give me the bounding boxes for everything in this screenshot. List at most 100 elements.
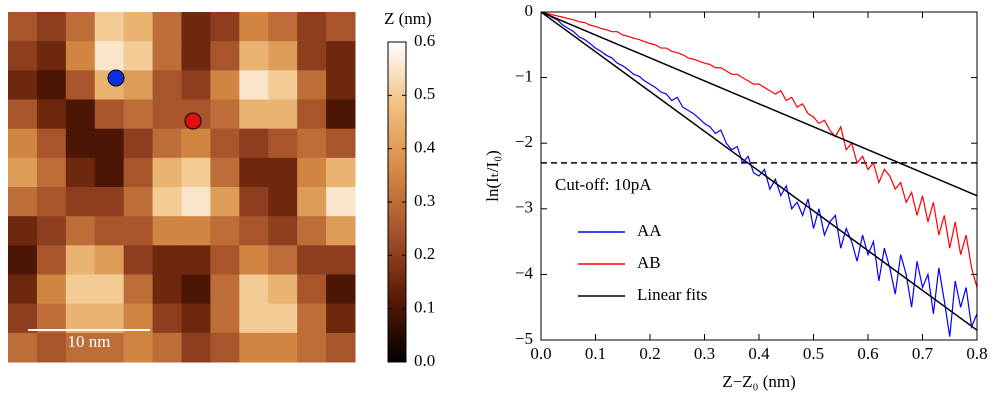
heat-cell: [152, 216, 182, 246]
heat-cell: [8, 303, 38, 334]
y-tick-label: −1: [515, 67, 533, 86]
heat-cell: [94, 41, 125, 71]
heat-cell: [297, 216, 327, 246]
scale-bar-label: 10 nm: [68, 332, 111, 351]
heat-cell: [8, 70, 38, 100]
heat-cell: [210, 41, 240, 71]
y-tick-label: −2: [515, 132, 533, 151]
heat-cell: [36, 41, 67, 71]
heat-cell: [297, 332, 327, 363]
heat-cell: [152, 274, 182, 305]
heat-cell: [326, 332, 356, 363]
heat-cell: [8, 157, 38, 188]
y-tick-label: −4: [515, 263, 534, 282]
heat-cell: [123, 216, 154, 246]
heat-cell: [297, 274, 327, 305]
heat-cell: [239, 99, 269, 130]
heat-cell: [239, 216, 269, 246]
heat-cell: [123, 157, 154, 188]
heat-cell: [297, 128, 327, 159]
heat-cell: [152, 41, 182, 71]
heat-cell: [123, 187, 154, 217]
heat-cell: [297, 245, 327, 275]
colorbar-title: Z (nm): [384, 9, 432, 28]
heat-cell: [210, 12, 240, 42]
heat-cell: [268, 12, 298, 42]
plot-area: [541, 12, 977, 337]
x-tick-label: 0.2: [639, 344, 660, 363]
heat-cell: [181, 41, 211, 71]
heat-cell: [65, 157, 96, 188]
heat-cell: [36, 245, 67, 275]
heat-cell: [123, 274, 154, 305]
heat-cell: [36, 187, 67, 217]
heat-cell: [268, 70, 298, 100]
ab-site-marker: [184, 112, 202, 130]
heat-cell: [65, 70, 96, 100]
heat-cell: [94, 303, 125, 334]
line-panel: Cut-off: 10pA AA AB Linear fits 0.0 0.1 0.2 0.3…: [515, 1, 988, 363]
heat-cell: [210, 274, 240, 305]
cutoff-label: Cut-off: 10pA: [555, 175, 652, 194]
heat-cell: [8, 41, 38, 71]
heat-cell: [36, 157, 67, 188]
data-line: [541, 12, 977, 288]
heat-cell: [181, 245, 211, 275]
heat-cell: [8, 99, 38, 130]
heat-cell: [326, 245, 356, 275]
heat-cell: [268, 274, 298, 305]
x-axis-label: Z−Z₀ (nm): [722, 372, 796, 391]
colorbar-tick-label: 0.3: [414, 191, 435, 210]
heat-cell: [210, 332, 240, 363]
x-tick-label: 0.7: [912, 344, 934, 363]
legend-label: Linear fits: [637, 285, 707, 304]
heat-cell: [297, 157, 327, 188]
x-tick-label: 0.1: [585, 344, 606, 363]
heat-cell: [94, 274, 125, 305]
heat-cell: [326, 157, 356, 188]
heat-cell: [297, 12, 327, 42]
heat-cell: [239, 303, 269, 334]
heat-cell: [210, 245, 240, 275]
heat-cell: [210, 128, 240, 159]
heat-cell: [8, 128, 38, 159]
heat-cell: [297, 303, 327, 334]
y-tick-label: 0: [525, 1, 534, 20]
heat-cell: [239, 70, 269, 100]
heat-cell: [181, 128, 211, 159]
y-tick-label: −3: [515, 198, 533, 217]
x-tick-label: 0.5: [803, 344, 824, 363]
heat-cell: [36, 332, 67, 363]
colorbar-tick-label: 0.4: [414, 138, 436, 157]
heat-cell: [326, 99, 356, 130]
heat-cell: [181, 12, 211, 42]
heat-cell: [8, 245, 38, 275]
colorbar-tick-label: 0.6: [414, 31, 435, 50]
heat-cell: [268, 332, 298, 363]
heat-cell: [152, 303, 182, 334]
heat-cell: [268, 128, 298, 159]
heat-cell: [239, 245, 269, 275]
heat-cell: [326, 128, 356, 159]
heat-cell: [210, 70, 240, 100]
heat-cell: [239, 128, 269, 159]
legend-label: AB: [637, 253, 661, 272]
heat-cell: [152, 245, 182, 275]
heat-cell: [239, 187, 269, 217]
heat-cell: [181, 303, 211, 334]
heat-cell: [123, 128, 154, 159]
colorbar: 0.0 0.1 0.2 0.3 0.4 0.5 0.6: [387, 31, 436, 370]
heat-cell: [297, 99, 327, 130]
heat-cell: [152, 12, 182, 42]
data-line: [541, 12, 977, 331]
x-tick-label: 0.8: [966, 344, 987, 363]
heat-cell: [268, 187, 298, 217]
heat-cell: [239, 274, 269, 305]
heat-cell: [94, 99, 125, 130]
heat-cell: [326, 187, 356, 217]
heat-cell: [123, 70, 154, 100]
heat-cell: [152, 128, 182, 159]
heat-cell: [239, 12, 269, 42]
